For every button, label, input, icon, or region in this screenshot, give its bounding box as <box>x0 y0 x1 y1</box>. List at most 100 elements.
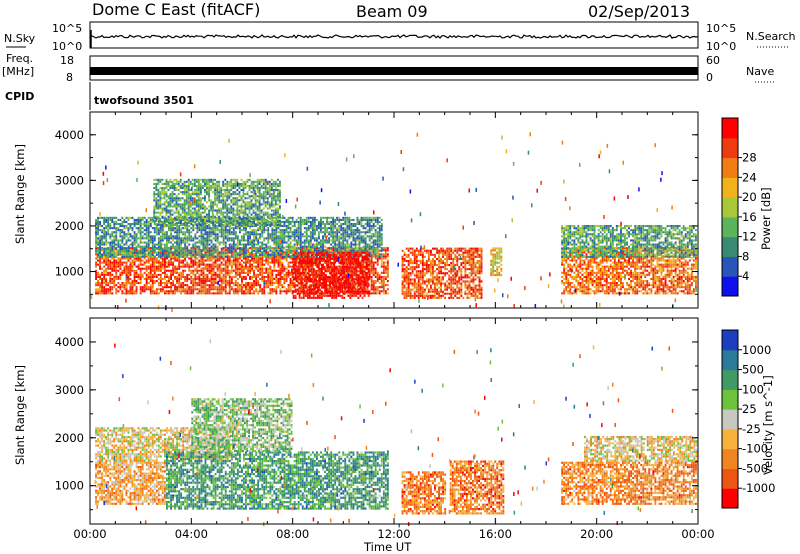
data-cell <box>177 219 180 222</box>
data-cell <box>384 253 387 256</box>
data-cell <box>230 280 233 283</box>
data-cell <box>210 259 213 262</box>
data-cell <box>289 257 292 260</box>
data-cell <box>141 263 144 266</box>
data-cell <box>232 290 235 293</box>
data-cell <box>149 225 152 228</box>
data-cell <box>328 231 330 234</box>
data-cell <box>161 282 164 285</box>
data-cell <box>111 273 114 276</box>
data-cell <box>159 247 162 250</box>
data-cell <box>358 292 361 295</box>
data-cell <box>228 229 231 232</box>
data-cell <box>336 292 339 295</box>
data-cell <box>362 257 365 260</box>
data-cell <box>251 255 253 258</box>
data-cell <box>105 255 108 258</box>
data-cell <box>291 235 294 238</box>
data-cell <box>113 249 116 252</box>
data-cell <box>168 255 170 258</box>
data-cell <box>332 282 335 285</box>
data-cell <box>318 220 320 223</box>
data-cell <box>133 243 136 246</box>
data-cell <box>159 265 162 268</box>
data-cell <box>109 277 112 280</box>
data-cell <box>155 292 158 295</box>
data-cell <box>313 231 316 234</box>
data-cell <box>232 237 235 240</box>
data-cell <box>161 223 164 226</box>
data-cell <box>155 280 158 283</box>
data-cell <box>103 229 106 232</box>
data-cell <box>297 237 300 240</box>
data-cell <box>107 216 110 219</box>
data-cell <box>171 201 174 204</box>
data-cell <box>241 263 243 266</box>
data-cell <box>360 271 363 274</box>
data-cell <box>103 271 106 274</box>
data-cell <box>336 249 339 252</box>
data-cell <box>293 271 296 274</box>
data-cell <box>305 245 308 248</box>
data-cell <box>168 225 170 228</box>
data-cell <box>181 223 184 226</box>
data-cell <box>350 243 353 246</box>
data-cell <box>234 255 237 258</box>
data-cell <box>99 235 101 238</box>
data-cell <box>163 207 166 210</box>
data-cell <box>220 231 223 234</box>
data-cell <box>214 243 217 246</box>
data-cell <box>137 245 140 248</box>
data-cell <box>230 259 233 262</box>
data-cell <box>267 233 270 236</box>
data-cell <box>157 233 160 236</box>
data-cell <box>316 239 318 242</box>
data-cell <box>113 263 116 266</box>
data-cell <box>344 280 347 283</box>
data-cell <box>208 247 211 250</box>
data-cell <box>322 282 324 285</box>
data-cell <box>336 267 339 270</box>
data-cell <box>249 235 251 238</box>
data-cell <box>117 261 120 264</box>
data-cell <box>191 197 194 200</box>
data-cell <box>188 257 191 260</box>
data-cell <box>245 290 247 293</box>
data-cell <box>275 235 278 238</box>
data-cell <box>105 284 108 287</box>
data-cell <box>198 259 201 262</box>
data-cell <box>141 218 144 221</box>
data-cell <box>97 284 99 287</box>
data-cell <box>170 277 172 280</box>
data-cell <box>348 273 351 276</box>
data-cell <box>171 199 174 202</box>
data-cell <box>247 235 249 238</box>
data-cell <box>350 233 353 236</box>
data-cell <box>378 239 381 242</box>
data-cell <box>251 288 253 291</box>
data-cell <box>283 239 286 242</box>
data-cell <box>214 249 217 252</box>
data-cell <box>281 249 284 252</box>
data-cell <box>356 243 359 246</box>
data-cell <box>183 221 186 224</box>
data-cell <box>279 243 282 246</box>
data-cell <box>322 284 324 287</box>
data-cell <box>352 229 355 232</box>
data-cell <box>105 257 108 260</box>
data-cell <box>334 277 337 280</box>
data-cell <box>190 290 193 293</box>
data-cell <box>358 284 361 287</box>
data-cell <box>263 286 266 289</box>
data-cell <box>326 235 328 238</box>
data-cell <box>176 251 178 254</box>
data-cell <box>155 207 158 210</box>
data-cell <box>139 220 142 223</box>
data-cell <box>168 253 170 256</box>
data-cell <box>340 223 343 226</box>
data-cell <box>372 253 375 256</box>
data-cell <box>133 218 136 221</box>
data-cell <box>340 259 343 262</box>
data-cell <box>198 261 201 264</box>
data-cell <box>204 253 207 256</box>
